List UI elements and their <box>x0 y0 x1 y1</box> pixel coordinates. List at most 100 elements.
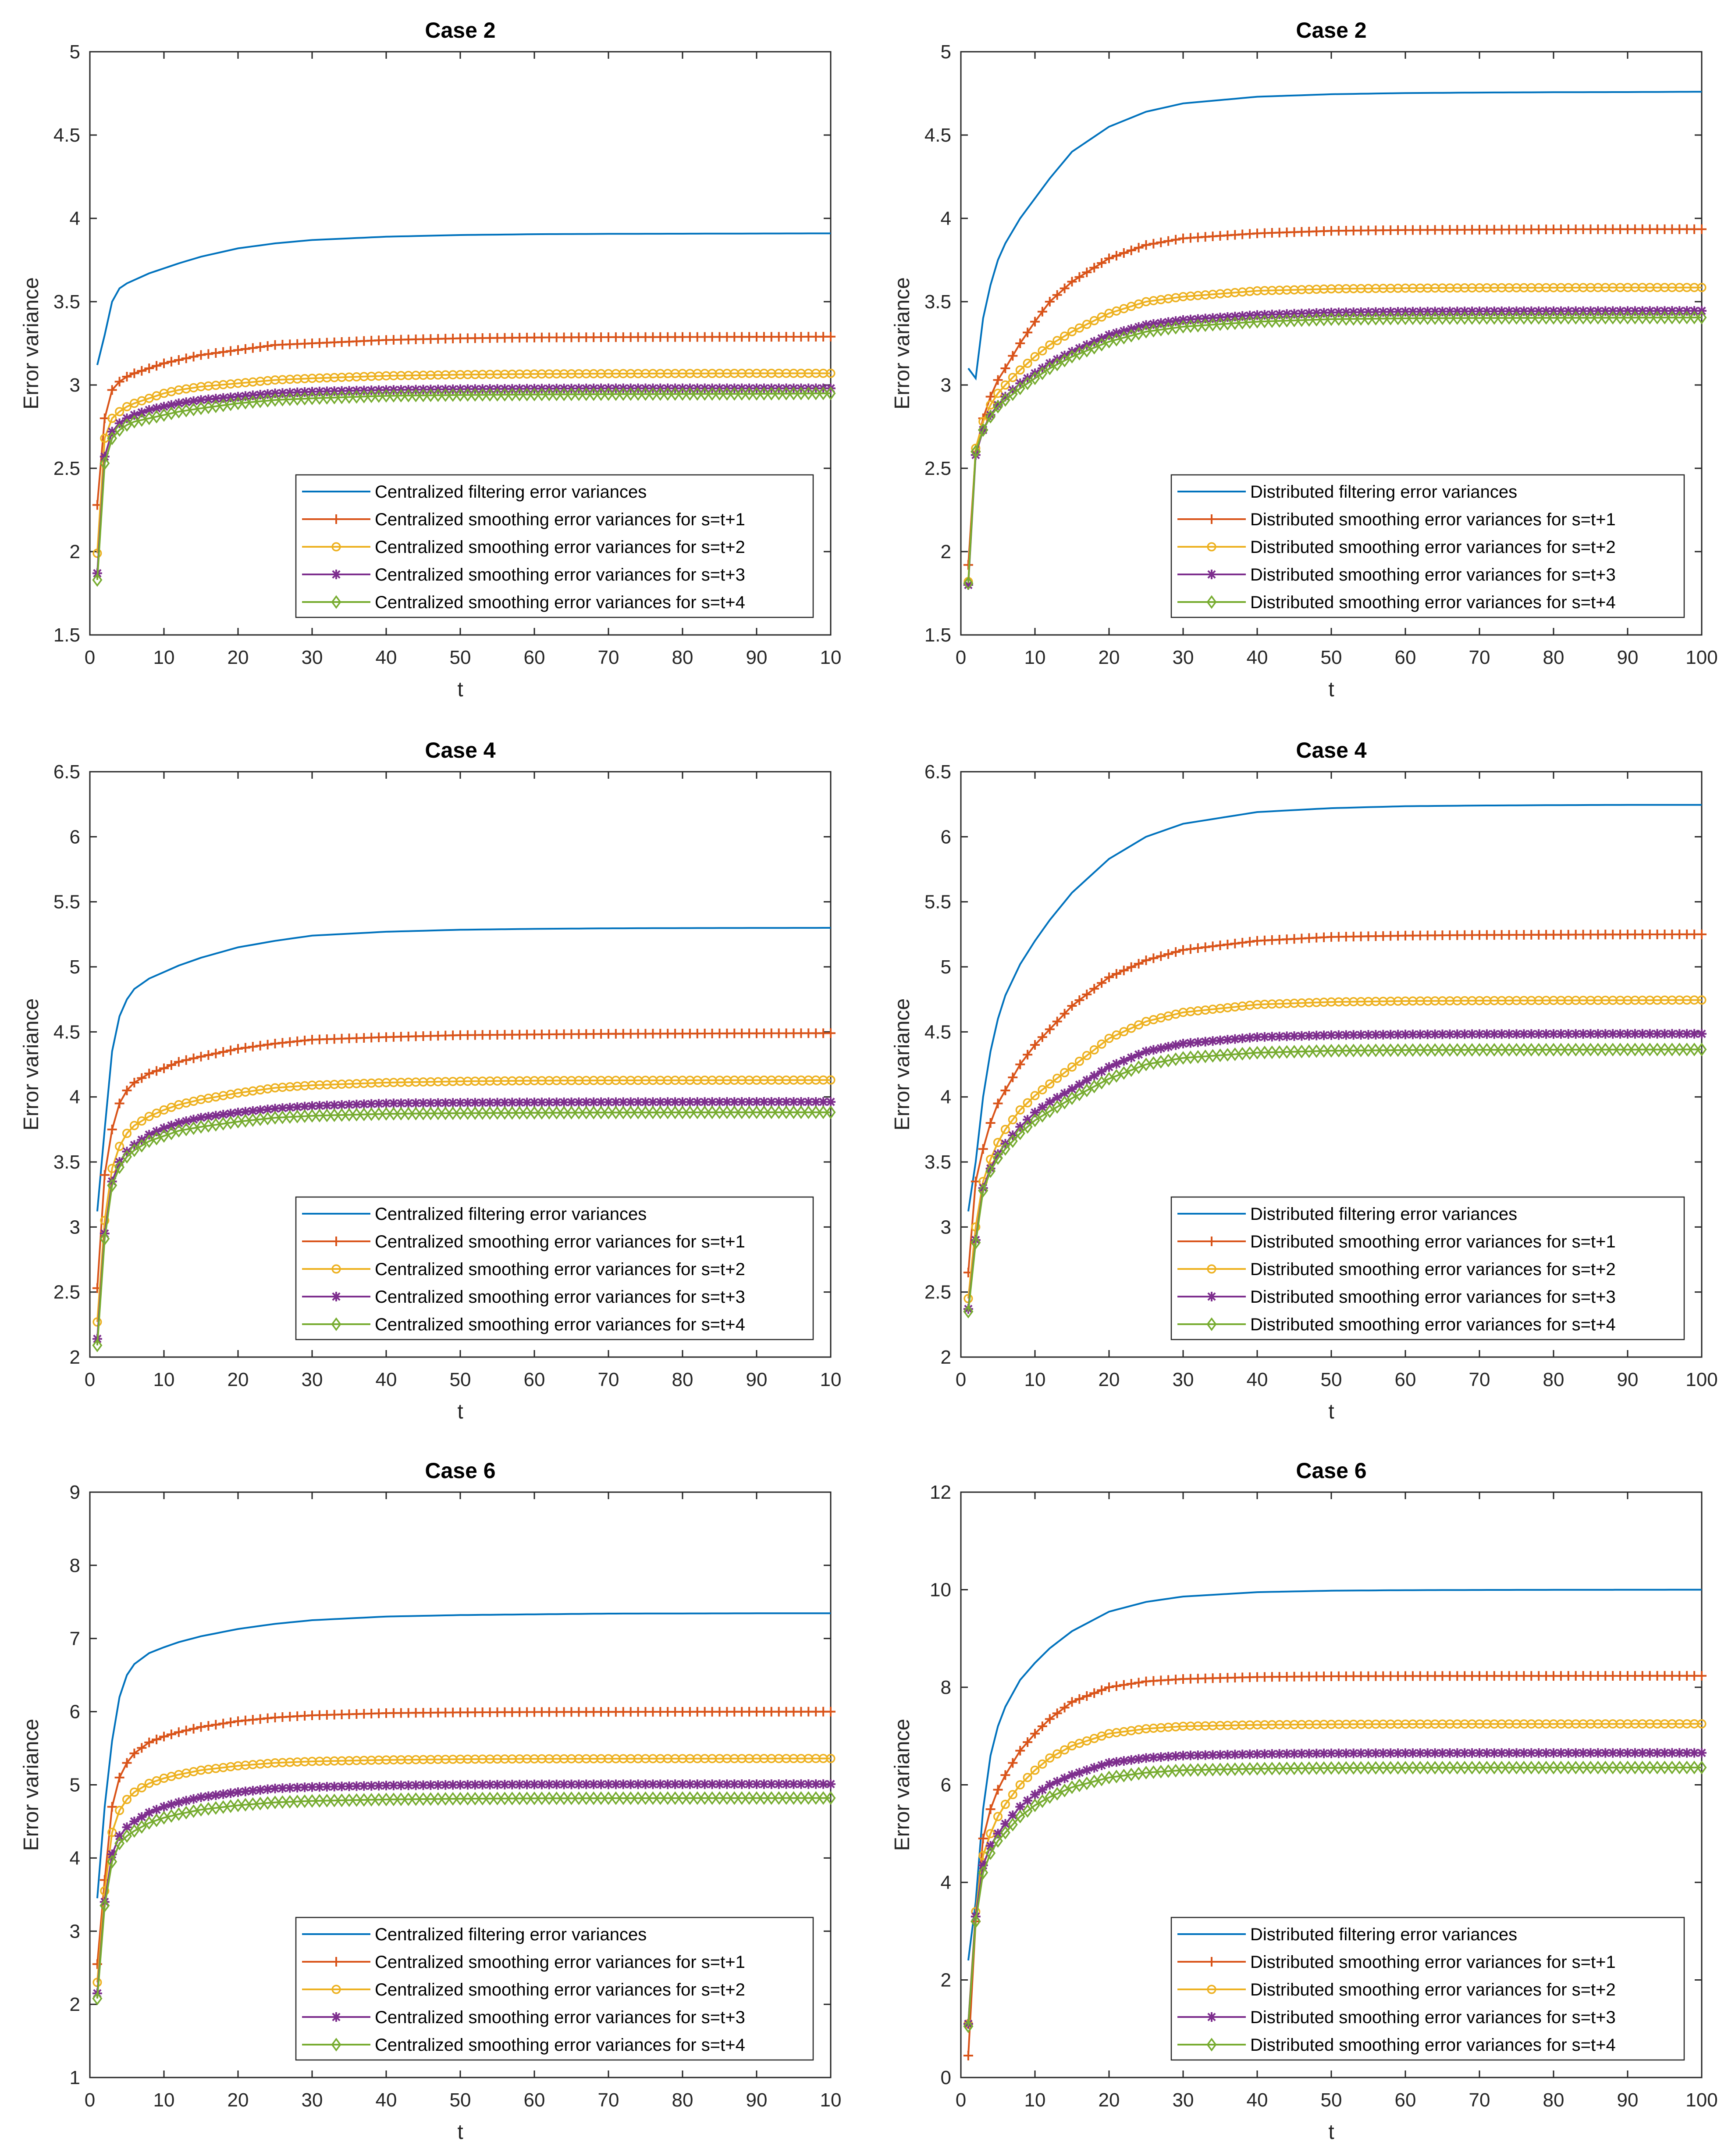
data-point <box>1215 317 1226 331</box>
data-point <box>1089 341 1099 355</box>
data-point <box>826 1075 836 1085</box>
data-point <box>1089 1763 1099 1773</box>
data-point <box>1045 1714 1055 1724</box>
x-tick-label: 30 <box>302 1369 323 1390</box>
y-tick-label: 2.5 <box>53 458 80 479</box>
data-point <box>114 1772 124 1782</box>
data-point <box>1259 1032 1269 1042</box>
data-point <box>1000 380 1010 390</box>
data-point <box>1608 1029 1618 1039</box>
data-point <box>233 1115 243 1129</box>
data-point <box>1104 1033 1114 1043</box>
data-point <box>1533 1043 1544 1057</box>
data-point <box>1126 962 1136 972</box>
data-point <box>1408 1760 1418 1775</box>
data-point <box>1571 1760 1581 1775</box>
data-point <box>1015 1746 1025 1756</box>
y-tick-label: 5 <box>941 41 951 63</box>
data-point <box>796 386 806 401</box>
x-tick-label: 70 <box>1469 2089 1490 2111</box>
x-tick-label: 30 <box>1173 2089 1194 2111</box>
data-point <box>826 1097 836 1107</box>
data-point <box>314 1794 325 1808</box>
data-point <box>277 1783 288 1793</box>
data-point <box>803 1791 814 1805</box>
data-point <box>985 1118 996 1128</box>
data-point <box>551 387 562 402</box>
data-point <box>107 1802 117 1812</box>
series-1 <box>96 927 831 1212</box>
series-3 <box>964 1719 1707 2029</box>
data-point <box>1060 1095 1070 1110</box>
data-point <box>1482 311 1492 325</box>
data-point <box>114 1831 124 1841</box>
data-point <box>1193 1763 1203 1777</box>
data-point <box>1141 1046 1151 1056</box>
data-point <box>692 1779 702 1789</box>
data-point <box>1430 311 1440 325</box>
x-tick-label: 100 <box>1685 1369 1717 1390</box>
data-point <box>425 388 436 403</box>
data-point <box>992 1151 1003 1165</box>
data-point <box>603 1105 614 1119</box>
data-point <box>1607 1760 1618 1775</box>
data-point <box>1563 1760 1574 1775</box>
data-point <box>1518 1760 1529 1775</box>
data-point <box>971 445 981 459</box>
data-point <box>811 1779 821 1789</box>
data-point <box>1230 316 1240 330</box>
data-point <box>1156 1752 1166 1762</box>
data-point <box>715 1097 725 1107</box>
data-point <box>1126 1053 1136 1063</box>
data-point <box>1697 1748 1707 1758</box>
data-point <box>781 387 792 401</box>
data-point <box>174 1727 184 1737</box>
y-tick-label: 1 <box>70 2067 80 2088</box>
data-point <box>766 1105 777 1119</box>
series-3 <box>964 995 1707 1304</box>
data-point <box>166 1800 176 1810</box>
data-point <box>174 1797 184 1807</box>
data-point <box>1304 1031 1314 1041</box>
data-point <box>255 1796 266 1810</box>
data-point <box>1060 1783 1070 1798</box>
data-point <box>1348 1030 1358 1040</box>
legend-swatch-marker <box>331 2038 341 2052</box>
data-point <box>640 1105 651 1119</box>
x-tick-label: 80 <box>672 647 693 668</box>
data-point <box>818 386 828 400</box>
data-point <box>270 1783 280 1793</box>
data-point <box>978 1183 988 1197</box>
data-point <box>1082 267 1092 278</box>
data-point <box>1156 951 1166 961</box>
data-point <box>1600 1760 1611 1775</box>
data-point <box>1586 1748 1596 1758</box>
data-point <box>1134 242 1144 253</box>
data-point <box>707 1791 718 1805</box>
data-point <box>115 1806 124 1815</box>
data-point <box>1119 1056 1129 1066</box>
data-point <box>551 1097 562 1107</box>
data-point <box>729 1097 740 1107</box>
data-point <box>1682 1748 1692 1758</box>
series-2 <box>963 224 1707 570</box>
data-point <box>203 394 213 404</box>
data-point <box>1630 310 1640 325</box>
data-point <box>433 1780 443 1790</box>
data-point <box>707 1097 717 1107</box>
data-point <box>581 1097 591 1107</box>
data-point <box>1037 1109 1048 1123</box>
data-point <box>1111 1757 1121 1767</box>
data-point <box>344 390 355 404</box>
data-point <box>196 350 206 360</box>
data-point <box>226 1788 236 1798</box>
data-point <box>307 1782 317 1792</box>
data-point <box>978 1144 988 1154</box>
data-point <box>337 1793 347 1807</box>
data-point <box>1659 1760 1670 1775</box>
data-point <box>92 549 102 558</box>
data-point <box>1148 1045 1159 1055</box>
data-point <box>1008 1790 1017 1800</box>
data-point <box>1038 346 1047 356</box>
data-point <box>299 1109 310 1123</box>
